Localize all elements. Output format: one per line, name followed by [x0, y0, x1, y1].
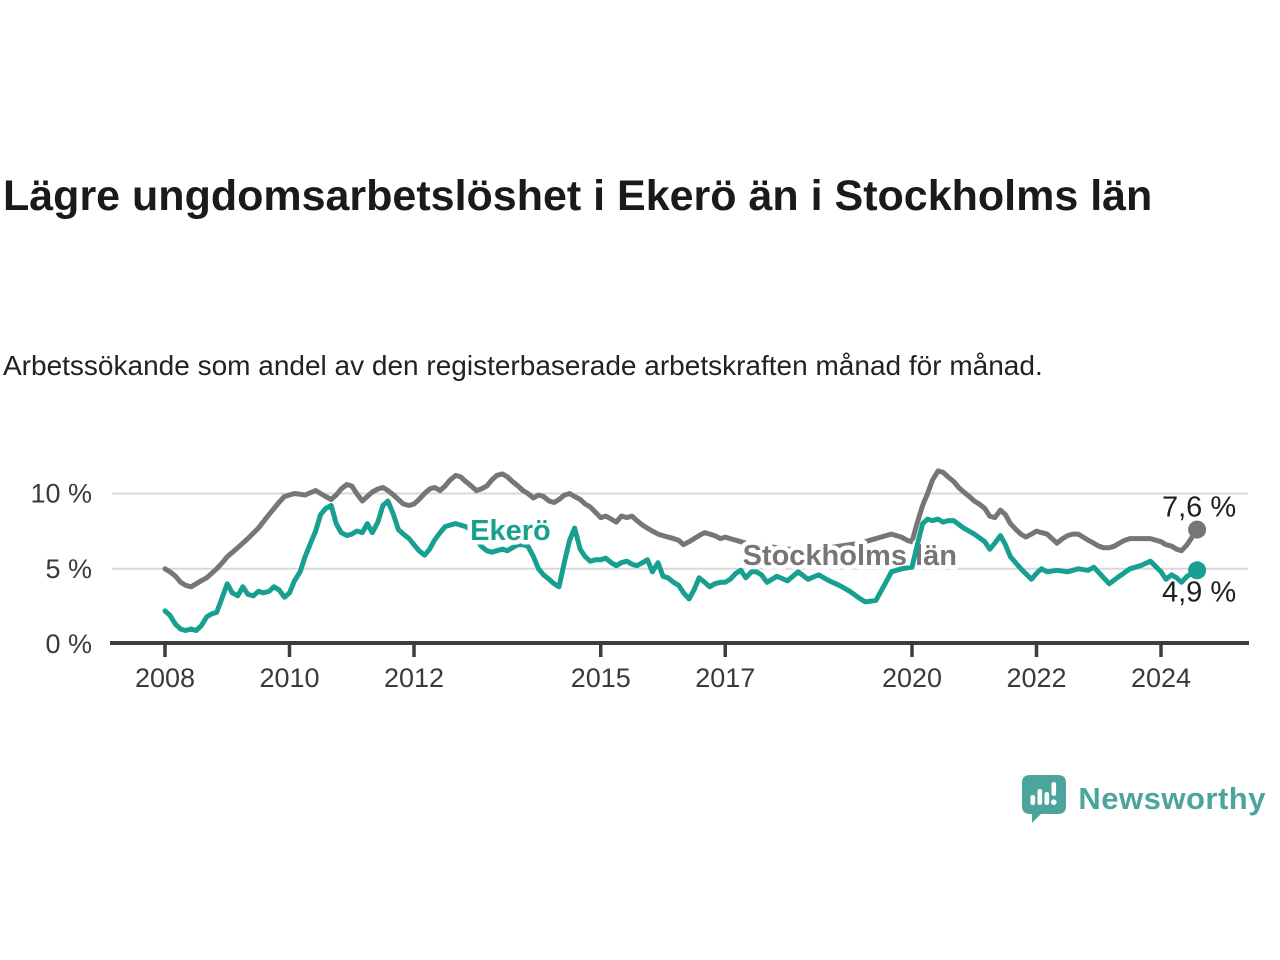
- y-axis-tick-label: 10 %: [30, 479, 92, 509]
- series-label: Ekerö: [470, 515, 551, 547]
- x-axis-tick-label: 2020: [882, 663, 942, 693]
- series-line: [162, 468, 1200, 590]
- newsworthy-speech-bubble-chart-icon: [1022, 775, 1067, 823]
- newsworthy-logo: Newsworthy: [1021, 774, 1266, 824]
- x-axis-tick-label: 2022: [1006, 663, 1066, 693]
- page-title: Lägre ungdomsarbetslöshet i Ekerö än i S…: [3, 171, 1153, 220]
- x-axis-tick-label: 2015: [571, 663, 631, 693]
- series-end-dot: [1188, 520, 1207, 539]
- x-axis-tick-label: 2024: [1131, 663, 1191, 693]
- y-axis-tick-label: 0 %: [45, 629, 92, 659]
- x-axis-tick-label: 2010: [259, 663, 319, 693]
- newsworthy-logo-text: Newsworthy: [1078, 781, 1266, 816]
- y-axis-tick-label: 5 %: [45, 554, 92, 584]
- series-end-dot: [1188, 561, 1207, 580]
- chart-subtitle: Arbetssökande som andel av den registerb…: [3, 350, 1043, 381]
- series-end-value-label: 4,9 %: [1162, 576, 1236, 608]
- series-label: Stockholms län: [743, 540, 957, 572]
- x-axis-tick-label: 2012: [384, 663, 444, 693]
- x-axis-tick-label: 2017: [695, 663, 755, 693]
- series-line: [162, 498, 1200, 633]
- series-end-value-label: 7,6 %: [1162, 492, 1236, 524]
- x-axis-tick-label: 2008: [135, 663, 195, 693]
